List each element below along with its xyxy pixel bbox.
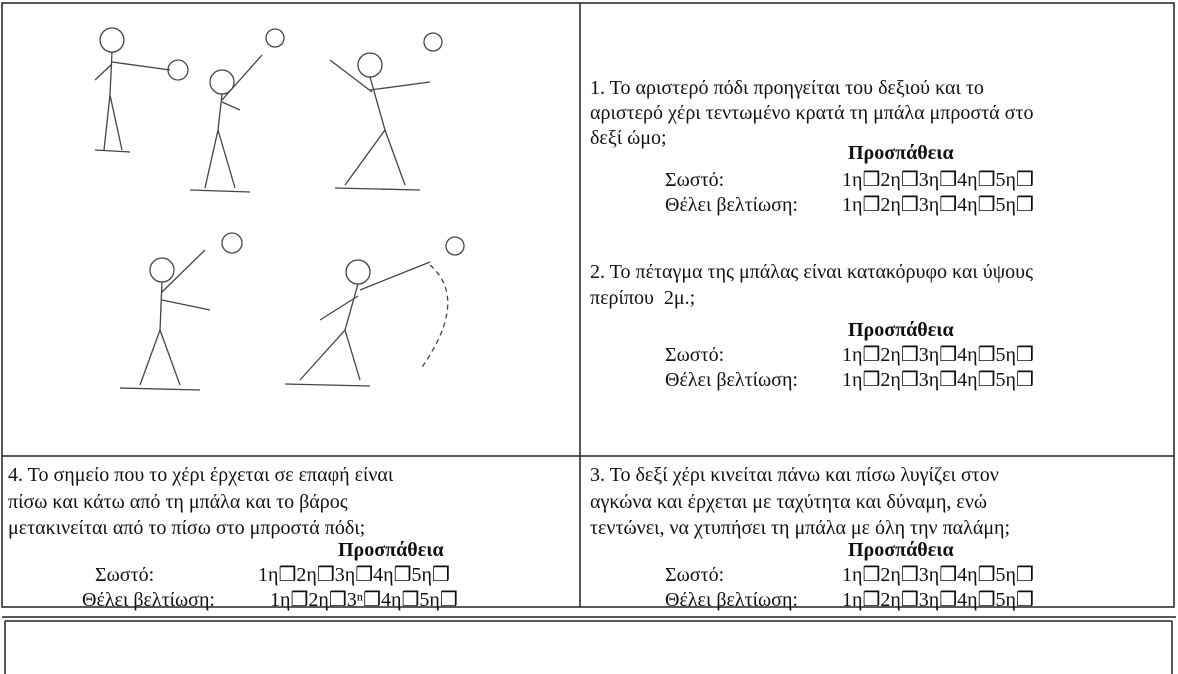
item2-line: 2. Το πέταγμα της μπάλας είναι κατακόρυφ… bbox=[590, 261, 1033, 283]
improve-boxes: 1η❒2η❒3ⁿ❒4η❒5η❒ bbox=[270, 589, 458, 611]
correct-label: Σωστό: bbox=[665, 344, 725, 366]
item4-line: 4. Το σημείο που το χέρι έρχεται σε επαφ… bbox=[8, 464, 394, 486]
item1-line: δεξί ώμο; bbox=[590, 127, 667, 149]
item4-line: πίσω και κάτω από τη μπάλα και το βάρος bbox=[8, 491, 348, 513]
attempts-title: Προσπάθεια bbox=[848, 142, 954, 164]
improve-label: Θέλει βελτίωση: bbox=[665, 194, 798, 216]
item3-line: αγκώνα και έρχεται με ταχύτητα και δύναμ… bbox=[590, 491, 988, 513]
correct-boxes: 1η❒2η❒3η❒4η❒5η❒ bbox=[842, 169, 1034, 191]
improve-boxes: 1η❒2η❒3η❒4η❒5η❒ bbox=[842, 589, 1034, 611]
item1-line: αριστερό χέρι τεντωμένο κρατά τη μπάλα μ… bbox=[590, 102, 1034, 124]
correct-label: Σωστό: bbox=[665, 169, 725, 191]
attempts-title: Προσπάθεια bbox=[338, 539, 444, 561]
improve-boxes: 1η❒2η❒3η❒4η❒5η❒ bbox=[842, 194, 1034, 216]
item4-line: μετακινείται από το πίσω στο μπροστά πόδ… bbox=[8, 517, 366, 539]
item2-line: περίπου 2μ.; bbox=[590, 287, 696, 309]
correct-boxes: 1η❒2η❒3η❒4η❒5η❒ bbox=[842, 564, 1034, 586]
correct-label: Σωστό: bbox=[95, 564, 155, 586]
sketches bbox=[94, 27, 465, 391]
item1-line: 1. Το αριστερό πόδι προηγείται του δεξιο… bbox=[590, 77, 984, 99]
improve-label: Θέλει βελτίωση: bbox=[82, 589, 215, 611]
item3-line: 3. Το δεξί χέρι κινείται πάνω και πίσω λ… bbox=[590, 464, 999, 486]
attempts-title: Προσπάθεια bbox=[848, 319, 954, 341]
correct-boxes: 1η❒2η❒3η❒4η❒5η❒ bbox=[842, 344, 1034, 366]
correct-boxes: 1η❒2η❒3η❒4η❒5η❒ bbox=[258, 564, 450, 586]
improve-label: Θέλει βελτίωση: bbox=[665, 589, 798, 611]
improve-boxes: 1η❒2η❒3η❒4η❒5η❒ bbox=[842, 369, 1034, 391]
attempts-title: Προσπάθεια bbox=[848, 539, 954, 561]
improve-label: Θέλει βελτίωση: bbox=[665, 369, 798, 391]
correct-label: Σωστό: bbox=[665, 564, 725, 586]
item3-line: τεντώνει, να χτυπήσει τη μπάλα με όλη τη… bbox=[590, 517, 1011, 539]
